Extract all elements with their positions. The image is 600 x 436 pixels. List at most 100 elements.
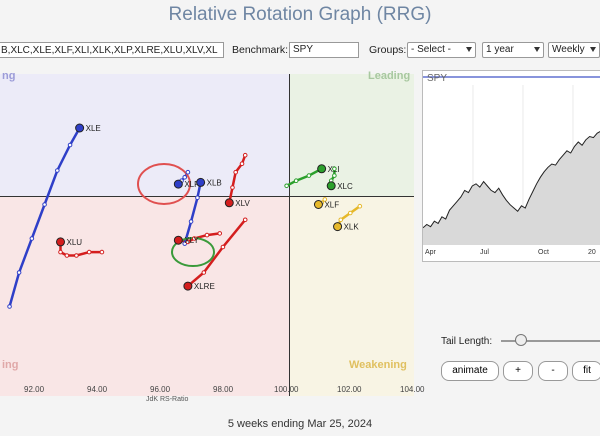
x-tick: 100.00 xyxy=(274,385,299,394)
tail-point xyxy=(58,249,63,255)
tail-point xyxy=(233,169,238,175)
lagging-label: ing xyxy=(2,359,19,371)
groups-select-value: - Select - xyxy=(411,44,452,55)
rrg-point-xlf[interactable] xyxy=(173,179,183,189)
chevron-down-icon xyxy=(590,47,596,52)
tail-point xyxy=(293,178,299,183)
tail-point xyxy=(29,236,35,241)
rrg-point-xli[interactable] xyxy=(317,164,327,174)
spy-x-tick: Apr xyxy=(425,249,436,256)
spy-area xyxy=(423,131,600,245)
weakening-quadrant xyxy=(289,196,414,396)
symbol-label: XLC xyxy=(337,182,353,191)
tail-point xyxy=(191,236,197,241)
tail-point xyxy=(357,203,363,209)
leading-label: Leading xyxy=(368,70,411,82)
tail-point xyxy=(86,249,92,255)
tail-length-slider-track[interactable] xyxy=(501,340,600,342)
toolbar: B,XLC,XLE,XLF,XLI,XLK,XLP,XLRE,XLU,XLV,X… xyxy=(0,42,600,62)
rrg-point-xlu[interactable] xyxy=(56,237,66,247)
symbol-label: XLRE xyxy=(194,282,215,291)
tail-point xyxy=(42,202,47,207)
tail-point xyxy=(338,217,344,223)
x-tick: 94.00 xyxy=(87,385,108,394)
chevron-down-icon xyxy=(534,47,540,52)
tail-point xyxy=(239,161,245,166)
rrg-point-xlb[interactable] xyxy=(196,177,206,187)
zoom-out-button[interactable]: - xyxy=(538,361,568,381)
symbol-label: XLF xyxy=(184,180,199,189)
tail-point xyxy=(332,166,337,172)
tail-point xyxy=(74,253,79,258)
tail-point xyxy=(185,239,191,245)
groups-label: Groups: xyxy=(369,44,407,56)
tail-length-slider-handle[interactable] xyxy=(515,334,527,346)
x-tick: 102.00 xyxy=(337,385,362,394)
tail-point xyxy=(242,217,248,223)
animate-button[interactable]: animate xyxy=(441,361,499,381)
rrg-point-xlk[interactable] xyxy=(333,222,343,232)
highlight-circle-xlf xyxy=(137,163,191,205)
spy-x-tick: 20 xyxy=(588,249,596,256)
period-select[interactable]: 1 year xyxy=(482,42,544,58)
tail-point xyxy=(7,304,12,309)
symbol-label: XLV xyxy=(235,199,250,208)
frequency-select[interactable]: Weekly xyxy=(548,42,600,58)
tail-point xyxy=(16,270,22,275)
rrg-plot: XLEXLFXLBXLVXLIXLCXLFXLKXLUXLYXLRE xyxy=(7,123,363,309)
tail-point xyxy=(230,185,235,190)
tail-point xyxy=(99,249,105,255)
rrg-point-xlv[interactable] xyxy=(224,198,234,208)
spy-price-chart xyxy=(423,76,600,245)
benchmark-input[interactable]: SPY xyxy=(289,42,359,58)
rrg-point-xlc[interactable] xyxy=(326,181,336,191)
page-title: Relative Rotation Graph (RRG) xyxy=(168,4,432,25)
weakening-label: Weakening xyxy=(349,359,407,371)
improving-label: ng xyxy=(2,70,16,82)
lagging-quadrant xyxy=(0,196,289,396)
frequency-select-value: Weekly xyxy=(552,44,585,55)
groups-select[interactable]: - Select - xyxy=(407,42,476,58)
symbols-input[interactable]: B,XLC,XLE,XLF,XLI,XLK,XLP,XLRE,XLU,XLV,X… xyxy=(0,42,224,58)
x-tick: 98.00 xyxy=(213,385,234,394)
tail-point xyxy=(306,173,312,178)
tail-point xyxy=(332,173,337,178)
tail-point xyxy=(284,183,289,189)
symbol-label: XLU xyxy=(67,238,83,247)
tail-point xyxy=(67,142,73,148)
tail-point xyxy=(220,244,226,250)
rrg-point-xle[interactable] xyxy=(75,123,85,133)
tail-point xyxy=(182,175,188,180)
tail-point xyxy=(217,231,223,236)
x-tick: 92.00 xyxy=(24,385,45,394)
tail-xlre-10 xyxy=(187,219,247,288)
x-tick: 104.00 xyxy=(400,385,425,394)
tail-xle-0 xyxy=(8,127,81,307)
rrg-point-xly[interactable] xyxy=(173,235,183,245)
tail-point xyxy=(201,270,207,275)
rrg-chart[interactable]: Leading ng ing Weakening XLEXLFXLBXLVXLI… xyxy=(0,70,414,396)
tail-point xyxy=(322,197,328,202)
fit-button[interactable]: fit xyxy=(572,361,600,381)
spy-x-tick: Jul xyxy=(480,249,489,256)
rrg-point-xlf[interactable] xyxy=(313,200,323,209)
spy-label: SPY xyxy=(427,73,448,84)
tail-point xyxy=(195,195,200,200)
tail-point xyxy=(242,152,248,158)
benchmark-label: Benchmark: xyxy=(232,44,289,56)
tail-xli-4 xyxy=(286,167,323,187)
vertical-axis-line xyxy=(289,74,290,396)
x-tick: 96.00 xyxy=(150,385,171,394)
symbol-label: XLB xyxy=(207,178,222,187)
symbol-label: XLY xyxy=(184,236,199,245)
date-range-caption: 5 weeks ending Mar 25, 2024 xyxy=(227,418,373,430)
spy-price-line xyxy=(423,131,600,229)
horizontal-axis-line xyxy=(0,196,414,197)
zoom-in-button[interactable]: + xyxy=(503,361,533,381)
rrg-point-xlre[interactable] xyxy=(183,281,193,291)
period-select-value: 1 year xyxy=(486,44,514,55)
spy-x-tick: Oct xyxy=(538,249,549,256)
tail-point xyxy=(55,168,60,173)
x-axis-title: JdK RS-Ratio xyxy=(146,396,189,403)
tail-point xyxy=(188,219,194,224)
